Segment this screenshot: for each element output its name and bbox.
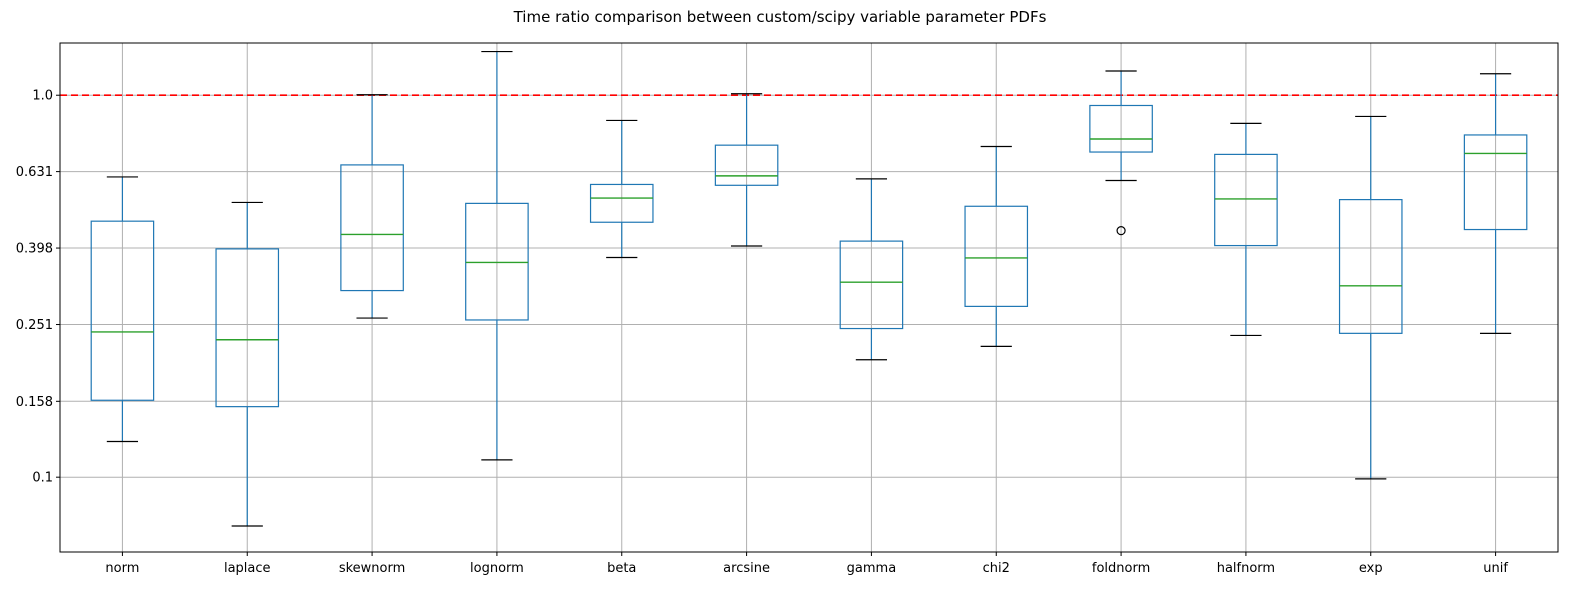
- y-tick-label: 0.1: [32, 471, 53, 486]
- box-foldnorm: [1089, 70, 1153, 236]
- box-iqr: [90, 220, 155, 401]
- box-iqr: [839, 240, 904, 330]
- outlier-point: [1116, 226, 1126, 236]
- y-tick-label: 0.398: [16, 242, 53, 257]
- x-tick-label: gamma: [847, 561, 897, 576]
- grid-layer: [60, 43, 1558, 552]
- x-tick-label: skewnorm: [339, 561, 405, 576]
- box-iqr: [1463, 134, 1528, 231]
- box-exp: [1338, 115, 1403, 480]
- box-halfnorm: [1214, 122, 1278, 337]
- box-iqr: [465, 202, 529, 321]
- y-tick-label: 0.251: [16, 318, 53, 333]
- box-skewnorm: [340, 94, 404, 319]
- x-tick-label: exp: [1359, 561, 1383, 576]
- box-beta: [589, 119, 654, 259]
- x-tick-label: laplace: [224, 561, 271, 576]
- x-tick-label: lognorm: [470, 561, 524, 576]
- y-axis-ticks: 0.1 0.158 0.251 0.398 0.631 1.0: [16, 89, 60, 486]
- box-chi2: [964, 145, 1029, 347]
- box-gamma: [839, 178, 904, 361]
- box-arcsine: [714, 93, 779, 247]
- x-tick-label: arcsine: [723, 561, 770, 576]
- box-iqr: [1338, 199, 1403, 334]
- x-axis-ticks: norm laplace skewnorm lognorm beta arcsine gam…: [105, 552, 1508, 576]
- box-iqr: [964, 205, 1029, 307]
- x-tick-label: chi2: [983, 561, 1010, 576]
- box-iqr: [589, 183, 654, 223]
- plot-frame: [59, 42, 1559, 553]
- x-tick-label: beta: [607, 561, 636, 576]
- box-iqr: [1214, 153, 1278, 247]
- chart-title: Time ratio comparison between custom/sci…: [513, 8, 1047, 26]
- x-tick-label: halfnorm: [1217, 561, 1275, 576]
- box-iqr: [215, 248, 280, 408]
- y-tick-label: 1.0: [32, 89, 53, 104]
- box-iqr: [1089, 104, 1153, 153]
- y-tick-label: 0.631: [16, 165, 53, 180]
- box-laplace: [215, 201, 280, 527]
- box-unif: [1463, 73, 1528, 334]
- x-tick-label: foldnorm: [1092, 561, 1150, 576]
- boxplot-layer: [90, 50, 1528, 527]
- box-lognorm: [465, 50, 529, 461]
- box-iqr: [340, 164, 404, 292]
- box-norm: [90, 176, 155, 443]
- x-tick-label: norm: [105, 561, 139, 576]
- box-iqr: [714, 144, 779, 186]
- x-tick-label: unif: [1483, 561, 1508, 576]
- y-tick-label: 0.158: [16, 395, 53, 410]
